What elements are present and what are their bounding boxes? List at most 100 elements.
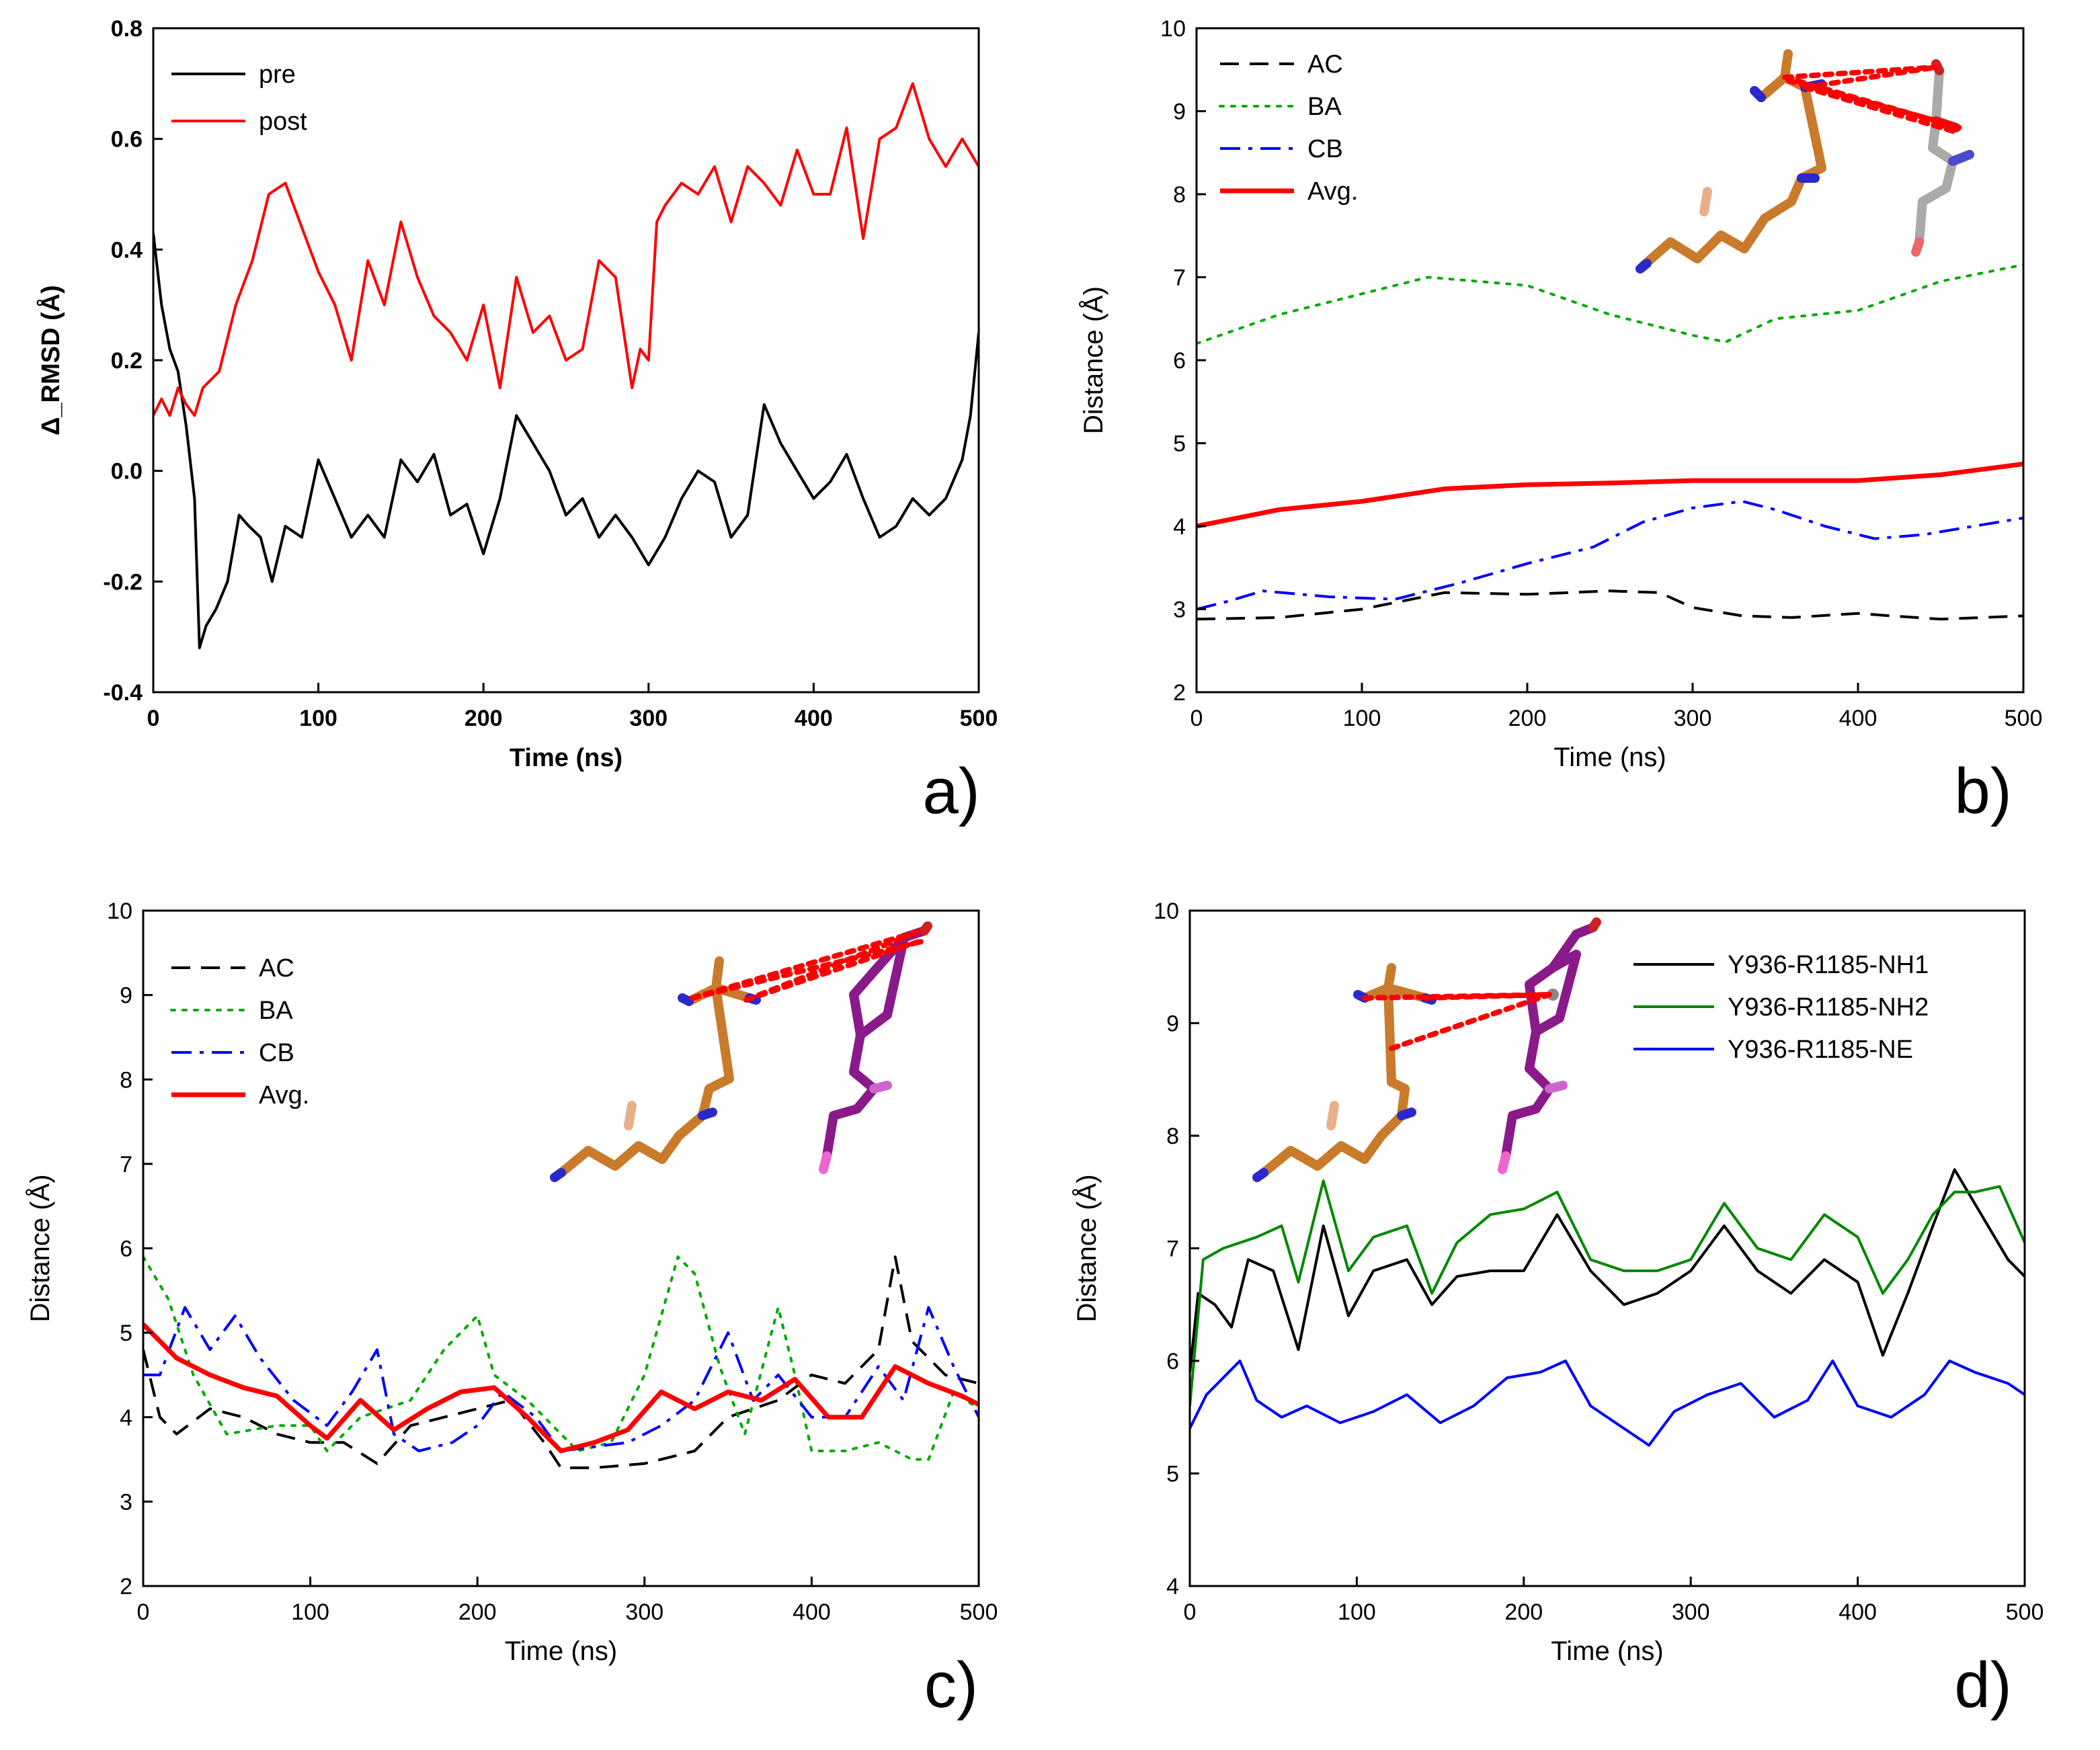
x-tick-label: 0	[1190, 706, 1203, 731]
x-tick-label: 0	[1184, 1599, 1197, 1625]
legend-label: Y936-R1185-NH2	[1728, 993, 1929, 1022]
x-axis-label: Time (ns)	[510, 744, 622, 772]
series-line-ba	[1197, 263, 2023, 345]
y-tick-label: 6	[120, 1237, 132, 1262]
series-line-ac	[1197, 589, 2023, 621]
y-tick-label: -0.4	[103, 680, 143, 706]
legend-label: Avg.	[1307, 177, 1358, 206]
panel-letter: b)	[1954, 755, 2011, 827]
x-tick-label: 100	[291, 1599, 329, 1625]
x-tick-label: 200	[1508, 706, 1547, 731]
series-line-y936-r1185-nh1	[1190, 1168, 2025, 1373]
y-tick-label: 5	[120, 1321, 132, 1346]
molecule-inset-c	[550, 921, 932, 1182]
x-tick-label: 400	[793, 1599, 831, 1625]
plot-frame	[1195, 27, 2025, 694]
x-tick-label: 500	[2005, 706, 2043, 731]
y-tick-label: 0.8	[111, 16, 143, 42]
y-tick-label: 6	[1173, 348, 1186, 374]
series-line-avg-	[1197, 461, 2023, 529]
legend-label: CB	[1307, 135, 1343, 163]
y-tick-label: 10	[1154, 899, 1179, 924]
y-tick-label: 9	[1173, 99, 1186, 125]
series-line-cb	[1197, 500, 2023, 611]
legend-label: AC	[1307, 50, 1343, 79]
y-tick-label: 8	[1173, 182, 1186, 208]
panel-c: 0 100 200 300 400 500 2 3 4 5 6 7 8 9 10 Time (ns) Dista…	[25, 899, 998, 1721]
legend-label: BA	[1307, 93, 1342, 121]
y-tick-label: 7	[1173, 265, 1186, 291]
y-tick-label: 4	[1173, 514, 1186, 540]
x-tick-label: 100	[1343, 706, 1381, 731]
y-tick-label: 2	[120, 1574, 132, 1599]
y-tick-label: 0.4	[111, 237, 143, 263]
panel-letter: a)	[922, 755, 979, 827]
panel-letter: d)	[1954, 1649, 2011, 1721]
series-line-ba	[143, 1255, 979, 1461]
y-tick-label: 8	[120, 1067, 132, 1093]
series-line-post	[153, 82, 979, 417]
x-tick-label: 500	[2006, 1599, 2044, 1625]
x-tick-label: 400	[1839, 706, 1877, 731]
y-axis-label: Distance (Å)	[25, 1174, 55, 1322]
molecule-inset-b	[1635, 49, 1974, 274]
x-tick-label: 200	[1504, 1599, 1543, 1625]
y-tick-label: 5	[1166, 1462, 1179, 1487]
y-tick-label: 7	[120, 1152, 132, 1177]
molecule-inset-d	[1252, 917, 1601, 1182]
panel-b: 0 100 200 300 400 500 2 3 4 5 6 7 8 9 10 Time (ns) Dista…	[1078, 16, 2042, 827]
y-tick-label: 0.6	[111, 127, 143, 153]
x-tick-label: 300	[625, 1599, 663, 1625]
legend-label: AC	[259, 954, 294, 983]
x-tick-label: 0	[147, 706, 160, 731]
x-tick-label: 200	[458, 1599, 497, 1625]
x-tick-label: 300	[1674, 706, 1712, 731]
series-line-avg-	[143, 1323, 979, 1454]
y-tick-label: 9	[120, 983, 132, 1009]
x-tick-label: 100	[1338, 1599, 1376, 1625]
y-tick-label: 6	[1166, 1349, 1179, 1374]
x-axis-label: Time (ns)	[1551, 1636, 1663, 1666]
x-tick-label: 500	[960, 1599, 998, 1625]
y-tick-label: 0.2	[111, 348, 143, 374]
y-tick-label: 0.0	[111, 459, 143, 485]
x-tick-label: 0	[137, 1599, 150, 1625]
legend-label: post	[259, 108, 307, 136]
legend-label: BA	[259, 997, 293, 1025]
y-axis-label: Δ_RMSD (Å)	[36, 285, 65, 435]
x-tick-label: 100	[299, 706, 337, 731]
x-tick-label: 400	[795, 706, 833, 731]
y-tick-label: 2	[1173, 680, 1186, 706]
series-line-pre	[153, 233, 979, 650]
legend-label: Avg.	[259, 1081, 309, 1110]
y-axis-label: Distance (Å)	[1072, 1174, 1102, 1322]
series-line-y936-r1185-nh2	[1190, 1179, 2025, 1407]
x-tick-label: 300	[1672, 1599, 1710, 1625]
legend-label: pre	[259, 60, 296, 89]
panel-d: 0 100 200 300 400 500 4 5 6 7 8 9 10 Time (ns) Distanc…	[1072, 899, 2044, 1721]
y-tick-label: 9	[1166, 1011, 1179, 1037]
x-tick-label: 500	[960, 706, 998, 731]
series-line-y936-r1185-ne	[1190, 1360, 2025, 1447]
y-tick-label: 3	[1173, 597, 1186, 623]
y-tick-label: -0.2	[103, 569, 143, 595]
legend-label: CB	[259, 1039, 294, 1067]
legend-label: Y936-R1185-NH1	[1728, 951, 1929, 979]
y-tick-label: 3	[120, 1489, 132, 1515]
y-axis-label: Distance (Å)	[1078, 286, 1108, 434]
x-tick-label: 200	[465, 706, 503, 731]
series-line-cb	[143, 1306, 979, 1452]
panel-letter: c)	[924, 1649, 978, 1721]
x-tick-label: 300	[629, 706, 668, 731]
series-line-ac	[143, 1255, 979, 1470]
y-tick-label: 4	[120, 1405, 132, 1431]
x-axis-label: Time (ns)	[505, 1636, 617, 1666]
legend-label: Y936-R1185-NE	[1728, 1036, 1913, 1064]
y-tick-label: 8	[1166, 1124, 1179, 1149]
x-tick-label: 400	[1839, 1599, 1877, 1625]
y-tick-label: 10	[107, 899, 132, 924]
y-tick-label: 7	[1166, 1237, 1179, 1262]
x-axis-label: Time (ns)	[1553, 743, 1666, 772]
y-tick-label: 5	[1173, 431, 1186, 457]
